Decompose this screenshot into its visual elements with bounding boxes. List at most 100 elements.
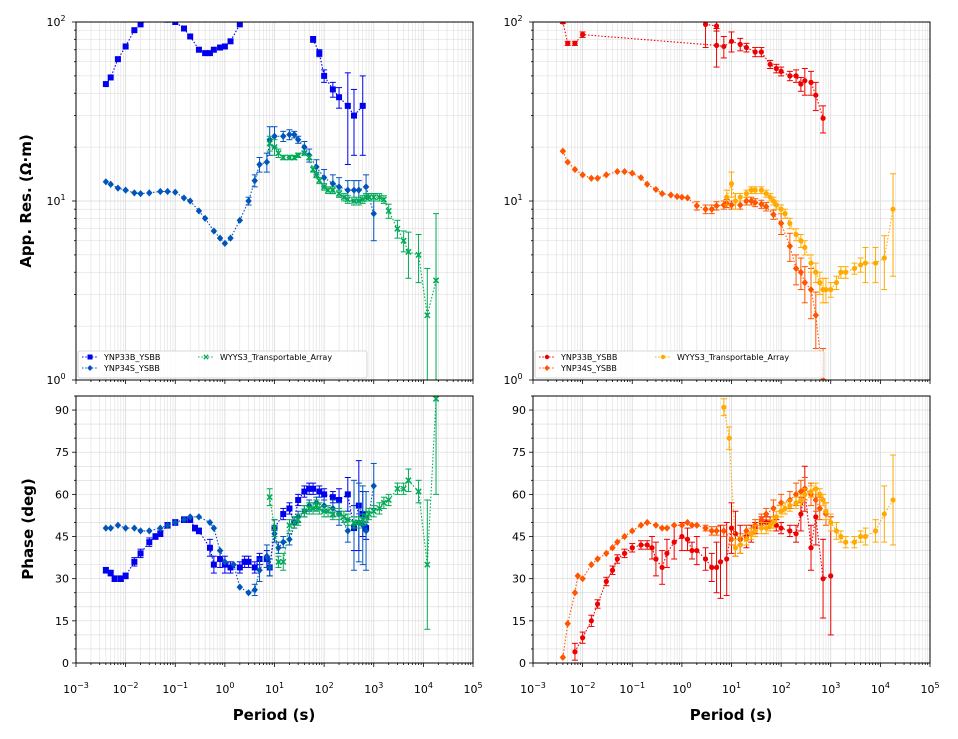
data-point-WYYS3_Transportable_Array [862,260,869,266]
data-point-WYYS3_Transportable_Array [324,508,332,515]
data-point-YNP34S_YSBB [195,513,203,521]
data-point-YNP33B_YSBB [316,488,323,495]
data-point-WYYS3_Transportable_Array [370,508,377,515]
x-axis [75,380,474,384]
data-point-WYYS3_Transportable_Array [266,494,273,501]
data-point-YNP34S_YSBB [107,524,114,532]
legend-marker [544,365,550,371]
y-tick-label: 45 [55,531,69,544]
data-point-WYYS3_Transportable_Array [280,154,287,161]
legend-label: YNP33B_YSBB [103,353,160,362]
data-point-YNP33B_YSBB [107,74,114,81]
data-point-WYYS3_Transportable_Array [843,269,849,275]
data-point-WYYS3_Transportable_Array [385,207,392,215]
data-point-WYYS3_Transportable_Array [752,187,758,193]
data-point-YNP33B_YSBB [359,102,366,109]
data-point-WYYS3_Transportable_Array [752,528,758,534]
data-point-YNP33B_YSBB [659,564,665,571]
data-point-WYYS3_Transportable_Array [851,265,858,272]
data-point-WYYS3_Transportable_Array [728,181,735,187]
data-point-YNP34S_YSBB [786,242,794,250]
data-point-YNP34S_YSBB [146,189,153,197]
data-point-YNP34S_YSBB [271,132,278,140]
data-point-YNP34S_YSBB [286,535,293,543]
data-point-YNP34S_YSBB [770,210,777,219]
data-point-YNP33B_YSBB [336,496,343,503]
data-point-YNP34S_YSBB [206,518,214,527]
data-point-YNP33B_YSBB [221,43,228,50]
data-point-WYYS3_Transportable_Array [787,220,793,226]
data-point-YNP34S_YSBB [797,487,805,496]
plot-phase-right: 10−3 10−2 10−1 100 101 102 103 104 105 0 15 30 45 60 7… [512,395,940,696]
y-tick-label: 15 [55,615,69,628]
data-point-YNP34S_YSBB [770,504,777,513]
data-point-YNP33B_YSBB [689,547,695,554]
data-point-WYYS3_Transportable_Array [782,505,788,512]
x-tick-label: 101 [265,681,284,696]
series-group [559,398,897,661]
data-point-WYYS3_Transportable_Array [823,508,829,514]
data-point-YNP33B_YSBB [280,511,287,518]
data-point-YNP34S_YSBB [263,158,271,166]
data-point-YNP33B_YSBB [609,567,616,573]
legend: YNP33B_YSBB YNP34S_YSBB WYYS3_Transportabl… [77,350,368,379]
data-point-YNP33B_YSBB [588,618,594,624]
x-tick-label: 102 [772,681,791,696]
x-tick-label: 101 [722,681,741,696]
data-point-YNP34S_YSBB [751,198,759,207]
data-point-WYYS3_Transportable_Array [415,488,422,495]
data-point-WYYS3_Transportable_Array [833,280,840,286]
data-point-YNP33B_YSBB [653,556,659,562]
data-point-YNP34S_YSBB [801,279,809,287]
x-tick-label: 10−3 [520,681,546,696]
data-point-WYYS3_Transportable_Array [329,510,336,518]
data-point-WYYS3_Transportable_Array [737,194,743,200]
data-point-WYYS3_Transportable_Array [817,491,823,497]
data-point-YNP33B_YSBB [329,86,336,93]
data-point-WYYS3_Transportable_Array [365,510,373,518]
data-point-YNP33B_YSBB [107,570,114,577]
data-point-YNP34S_YSBB [370,482,377,490]
legend-marker [660,354,666,360]
data-point-YNP33B_YSBB [752,49,758,55]
x-tick-label: 104 [871,681,890,696]
data-point-YNP34S_YSBB [594,555,601,563]
data-point-YNP34S_YSBB [320,174,328,182]
data-point-YNP34S_YSBB [762,510,770,518]
data-point-WYYS3_Transportable_Array [301,508,308,515]
data-point-YNP33B_YSBB [603,578,609,585]
data-point-YNP34S_YSBB [603,549,610,557]
data-point-YNP34S_YSBB [344,527,352,535]
series-line-WYYS3_Transportable_Array [723,407,894,549]
data-point-YNP34S_YSBB [720,527,728,535]
grid [76,396,473,663]
data-point-WYYS3_Transportable_Array [394,225,401,232]
data-point-YNP33B_YSBB [351,112,358,119]
data-point-YNP33B_YSBB [210,561,217,568]
data-point-YNP33B_YSBB [195,527,202,534]
data-point-WYYS3_Transportable_Array [405,477,412,484]
data-point-YNP33B_YSBB [157,530,164,537]
data-point-YNP34S_YSBB [201,214,209,222]
data-point-YNP33B_YSBB [572,40,578,46]
data-point-YNP34S_YSBB [102,524,110,532]
data-point-YNP34S_YSBB [629,169,636,177]
data-point-WYYS3_Transportable_Array [881,511,887,517]
data-point-YNP34S_YSBB [637,521,645,529]
grid [533,22,930,380]
data-point-YNP34S_YSBB [693,521,701,529]
data-point-YNP34S_YSBB [758,200,765,208]
data-point-YNP34S_YSBB [114,521,122,529]
data-point-WYYS3_Transportable_Array [890,206,896,212]
data-point-YNP33B_YSBB [344,491,351,498]
data-point-YNP33B_YSBB [713,42,720,49]
data-point-YNP33B_YSBB [808,79,814,85]
data-point-YNP33B_YSBB [702,22,709,27]
data-point-YNP33B_YSBB [227,38,234,45]
data-point-YNP33B_YSBB [813,92,819,98]
x-tick-label: 104 [414,681,433,696]
data-point-YNP33B_YSBB [251,564,258,571]
y-axis: 100 101 102 [46,14,76,387]
y-tick-label: 30 [512,573,526,586]
xlabel-left: Period (s) [233,706,316,724]
